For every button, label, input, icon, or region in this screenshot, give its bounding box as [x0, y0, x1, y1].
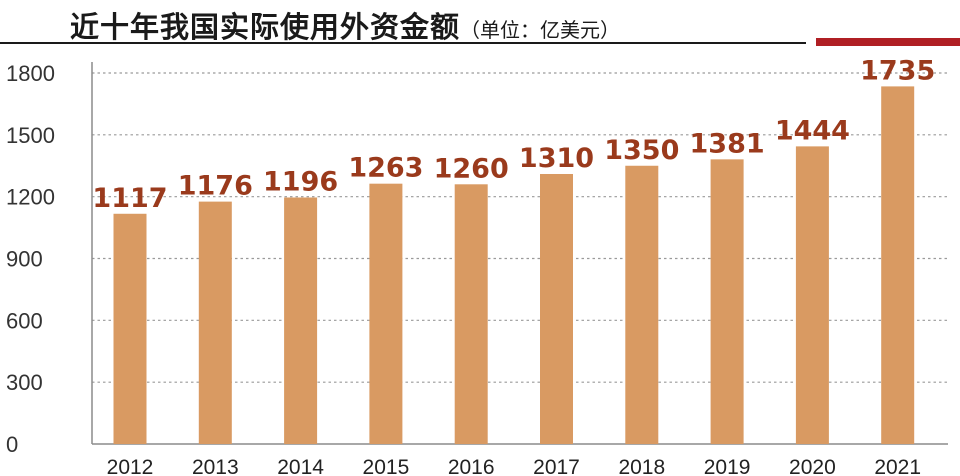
x-tick-label: 2018 [618, 456, 665, 476]
x-tick-label: 2013 [192, 456, 239, 476]
bar-value-label: 1176 [178, 171, 253, 202]
bar-value-label: 1381 [690, 128, 765, 159]
bars [113, 86, 915, 445]
bar [795, 146, 829, 444]
value-labels: 1117 1176 1196 1263 1260 1310 1350 1381 1444 1735 [92, 55, 935, 213]
bar [198, 201, 232, 444]
y-tick-label: 1800 [6, 61, 55, 86]
bar-value-label: 1196 [263, 166, 338, 197]
bar-value-label: 1263 [348, 153, 423, 184]
bar [454, 184, 488, 445]
x-tick-label: 2012 [107, 456, 154, 476]
bar [710, 159, 744, 445]
title-accent-bar [816, 38, 960, 46]
x-tick-labels: 2012 2013 2014 2015 2016 2017 2018 2019 2020 2021 [107, 456, 921, 476]
y-tick-label: 0 [6, 432, 18, 457]
y-tick-label: 900 [6, 247, 43, 272]
bar-value-label: 1350 [604, 135, 679, 166]
x-tick-label: 2015 [363, 456, 410, 476]
title-rule [0, 42, 806, 44]
x-tick-label: 2017 [533, 456, 580, 476]
x-tick-label: 2016 [448, 456, 495, 476]
x-tick-label: 2014 [277, 456, 324, 476]
bar [113, 213, 147, 444]
chart-unit: （单位：亿美元） [460, 18, 621, 42]
y-tick-label: 1200 [6, 185, 55, 210]
x-tick-label: 2019 [704, 456, 751, 476]
x-tick-label: 2021 [874, 456, 921, 476]
bar [625, 165, 659, 444]
y-tick-label: 600 [6, 308, 43, 333]
bar-value-label: 1310 [519, 143, 594, 174]
y-tick-label: 1500 [6, 123, 55, 148]
bar-value-label: 1735 [860, 55, 935, 86]
y-tick-label: 300 [6, 370, 43, 395]
bar [284, 197, 318, 444]
chart-title: 近十年我国实际使用外资金额（单位：亿美元） [70, 4, 620, 46]
bar-value-label: 1117 [92, 183, 167, 214]
bar-value-label: 1444 [775, 115, 850, 146]
x-tick-label: 2020 [789, 456, 836, 476]
bar [881, 86, 915, 445]
y-tick-labels: 0 300 600 900 1200 1500 1800 [6, 61, 55, 457]
bar-value-label: 1260 [434, 153, 509, 184]
bar [540, 173, 573, 444]
chart-title-text: 近十年我国实际使用外资金额 [70, 10, 461, 44]
bar [369, 183, 403, 444]
